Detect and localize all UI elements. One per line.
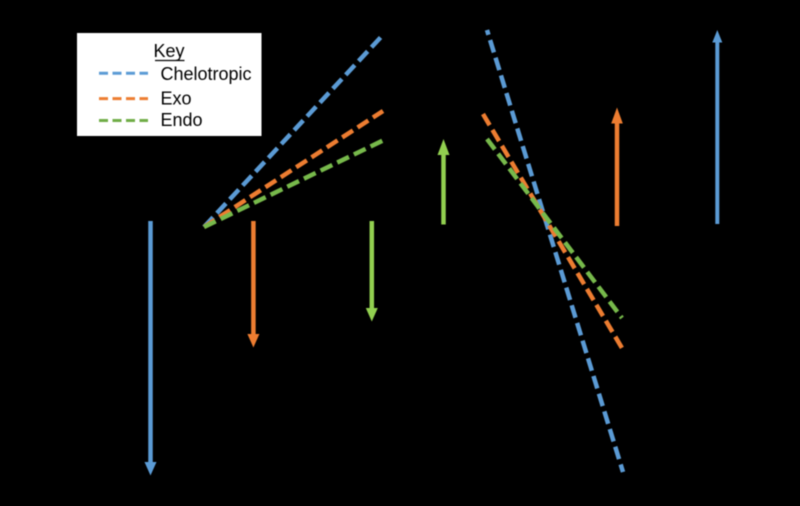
svg-text:Chelotropic: Chelotropic	[161, 64, 252, 84]
svg-text:Endo: Endo	[161, 110, 203, 130]
svg-text:Exo: Exo	[161, 89, 192, 109]
svg-text:Key: Key	[153, 41, 184, 61]
